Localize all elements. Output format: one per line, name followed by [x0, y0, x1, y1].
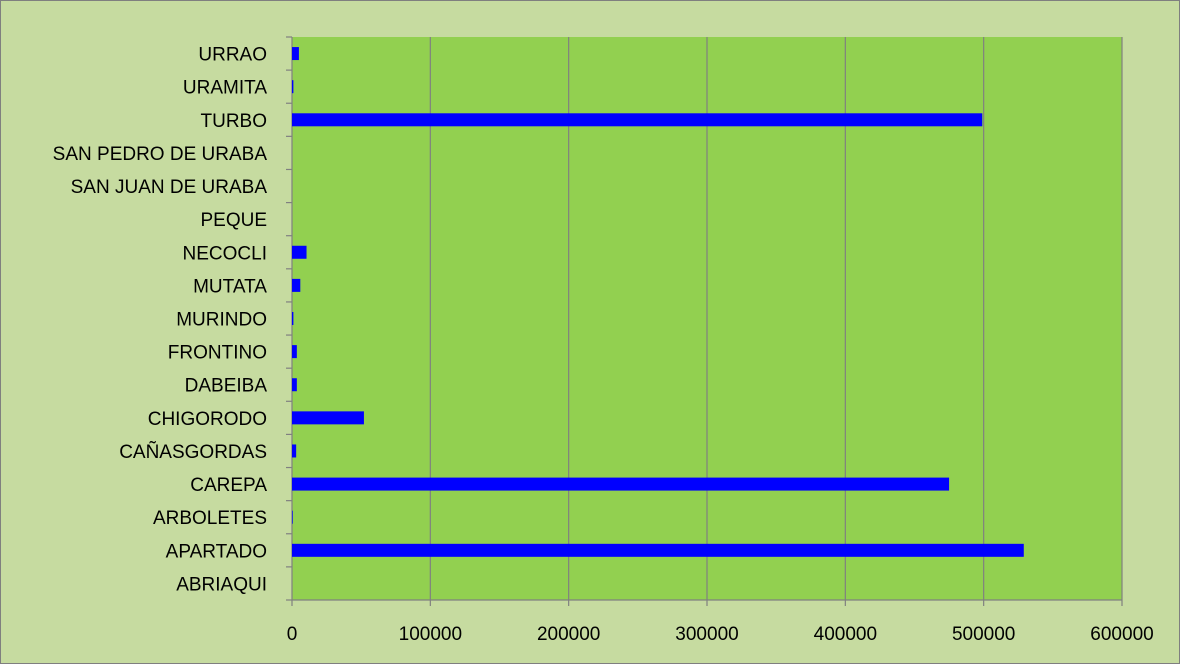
x-tick-label: 100000	[399, 624, 462, 645]
y-category-label: CAÑASGORDAS	[119, 441, 267, 463]
y-category-label: URRAO	[198, 45, 267, 66]
y-category-label: CHIGORODO	[148, 409, 267, 430]
x-tick-label: 600000	[1090, 624, 1153, 645]
bar	[292, 477, 950, 491]
bar	[292, 378, 297, 392]
x-tick-label: 500000	[952, 624, 1015, 645]
y-category-label: TURBO	[201, 111, 268, 132]
y-category-label: PEQUE	[200, 210, 267, 231]
y-category-label: MURINDO	[176, 310, 267, 331]
bar	[292, 345, 297, 359]
y-category-label: ARBOLETES	[153, 508, 267, 529]
y-category-label: CAREPA	[190, 475, 267, 496]
bar	[292, 278, 301, 292]
bar	[292, 47, 299, 61]
y-category-label: NECOCLI	[183, 243, 267, 264]
bar	[292, 80, 294, 94]
x-tick-label: 0	[287, 624, 298, 645]
y-category-label: SAN PEDRO DE URABA	[53, 144, 268, 165]
bar	[292, 411, 364, 425]
bar	[292, 543, 1024, 557]
x-tick-label: 300000	[675, 624, 738, 645]
bar	[292, 312, 294, 325]
y-category-label: APARTADO	[166, 541, 267, 562]
y-category-label: DABEIBA	[185, 376, 268, 397]
bar	[292, 113, 983, 127]
bar	[292, 510, 293, 524]
bar	[292, 444, 297, 458]
x-tick-label: 200000	[537, 624, 600, 645]
y-category-label: MUTATA	[193, 276, 267, 297]
y-category-label: ABRIAQUI	[176, 574, 267, 595]
y-category-label: SAN JUAN DE URABA	[71, 177, 268, 198]
x-tick-label: 400000	[814, 624, 877, 645]
y-category-label: FRONTINO	[168, 343, 267, 364]
bar	[292, 245, 307, 259]
y-category-label: URAMITA	[183, 78, 267, 99]
